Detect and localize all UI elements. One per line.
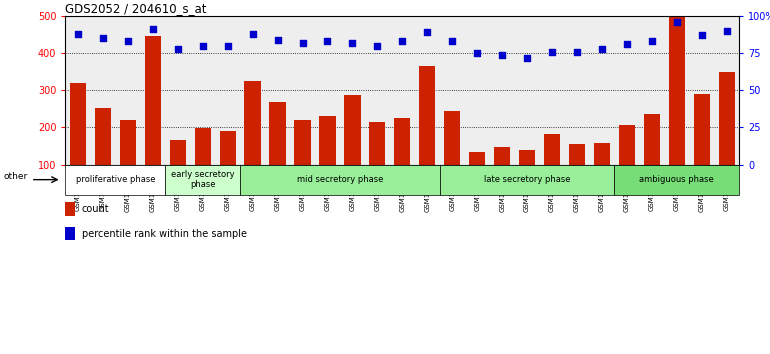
Text: other: other — [4, 172, 28, 181]
Bar — [394, 118, 410, 202]
Bar — [694, 94, 710, 202]
Bar — [320, 115, 336, 202]
Point — [695, 33, 708, 38]
Point — [296, 40, 309, 46]
Bar — [544, 134, 560, 202]
Point — [146, 27, 159, 32]
Point — [196, 43, 209, 48]
Bar — [370, 122, 386, 202]
Point — [571, 49, 583, 55]
Point — [496, 52, 508, 57]
Point — [421, 29, 434, 35]
Bar — [619, 125, 635, 202]
Bar — [195, 128, 211, 202]
Point — [671, 19, 683, 25]
Bar — [668, 16, 685, 202]
Point — [246, 31, 259, 36]
Point — [471, 50, 484, 56]
Point — [521, 55, 534, 61]
Bar — [245, 81, 261, 202]
Bar — [145, 36, 161, 202]
Bar — [594, 143, 610, 202]
Bar — [344, 95, 360, 202]
Point — [172, 46, 184, 51]
Text: count: count — [82, 204, 109, 214]
Bar — [294, 120, 310, 202]
Bar — [494, 147, 511, 202]
Point — [122, 38, 134, 44]
Point — [72, 31, 84, 36]
Point — [646, 38, 658, 44]
Bar — [270, 102, 286, 202]
Bar — [219, 131, 236, 202]
Point — [446, 38, 458, 44]
Text: ambiguous phase: ambiguous phase — [639, 175, 715, 184]
Point — [346, 40, 359, 46]
Text: early secretory
phase: early secretory phase — [171, 170, 235, 189]
Point — [371, 43, 383, 48]
Point — [222, 43, 234, 48]
Point — [546, 49, 558, 55]
Point — [621, 41, 633, 47]
Bar — [519, 150, 535, 202]
Point — [271, 37, 283, 42]
Text: late secretory phase: late secretory phase — [484, 175, 571, 184]
Point — [596, 46, 608, 51]
Bar — [444, 112, 460, 202]
Text: mid secretory phase: mid secretory phase — [296, 175, 383, 184]
Bar — [70, 83, 86, 202]
Bar — [95, 108, 111, 202]
Point — [396, 38, 408, 44]
Point — [97, 35, 109, 41]
Bar — [644, 114, 660, 202]
Text: percentile rank within the sample: percentile rank within the sample — [82, 229, 246, 239]
Bar — [718, 72, 735, 202]
Bar — [469, 152, 485, 202]
Text: GDS2052 / 204610_s_at: GDS2052 / 204610_s_at — [65, 2, 207, 15]
Bar — [569, 144, 585, 202]
Point — [721, 28, 733, 34]
Bar — [419, 66, 435, 202]
Bar — [119, 120, 136, 202]
Point — [321, 38, 333, 44]
Bar — [169, 141, 186, 202]
Text: proliferative phase: proliferative phase — [75, 175, 155, 184]
